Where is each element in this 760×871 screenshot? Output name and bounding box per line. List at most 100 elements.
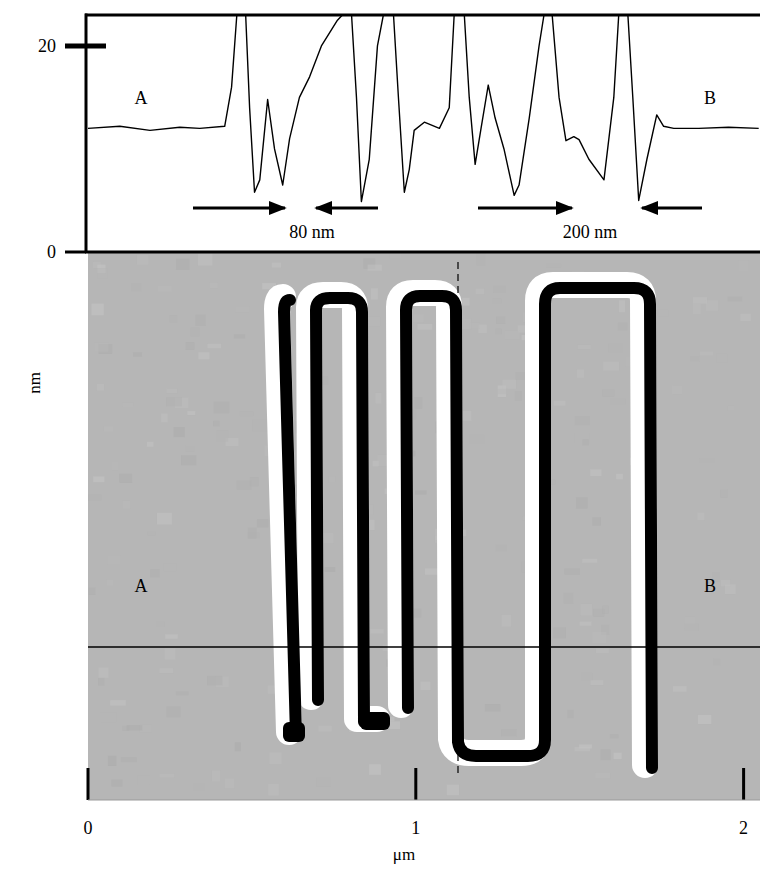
image-texture	[131, 283, 141, 291]
image-texture	[225, 779, 235, 789]
image-texture	[501, 615, 511, 627]
image-texture	[268, 784, 279, 796]
image-texture	[498, 389, 508, 394]
image-texture	[425, 568, 439, 574]
image-texture	[583, 439, 589, 445]
image-texture	[590, 680, 603, 685]
image-texture	[375, 393, 381, 404]
x-tick-label: 0	[84, 818, 93, 838]
plot-ground	[86, 15, 760, 252]
image-texture	[165, 648, 176, 660]
image-texture	[318, 726, 331, 732]
image-texture	[159, 668, 173, 673]
image-texture	[390, 254, 402, 259]
image-texture	[119, 474, 132, 483]
image-texture	[121, 757, 137, 762]
image-texture	[214, 402, 229, 414]
image-texture	[728, 297, 742, 302]
image-texture	[107, 555, 120, 565]
image-texture	[420, 682, 430, 691]
image-texture	[196, 315, 206, 326]
image-texture	[174, 427, 185, 437]
image-texture	[700, 351, 714, 355]
image-texture	[602, 389, 614, 396]
image-texture	[97, 384, 104, 391]
image-texture	[673, 686, 687, 692]
image-texture	[111, 461, 119, 470]
image-texture	[166, 397, 182, 406]
image-texture	[235, 306, 250, 312]
image-texture	[167, 707, 181, 717]
pattern-line	[406, 288, 652, 768]
y-axis	[85, 14, 88, 253]
image-texture	[601, 750, 611, 761]
image-texture	[593, 517, 601, 525]
image-texture	[577, 369, 584, 378]
image-texture	[554, 401, 566, 406]
image-texture	[502, 380, 516, 389]
image-texture	[485, 704, 501, 711]
image-texture	[447, 785, 459, 796]
x-axis	[88, 800, 760, 801]
image-texture	[272, 263, 281, 268]
dimension-arrow	[478, 207, 572, 210]
image-texture	[496, 317, 505, 324]
image-texture	[217, 430, 228, 441]
image-texture	[240, 411, 254, 416]
image-texture	[563, 593, 573, 604]
image-texture	[592, 631, 606, 643]
image-texture	[157, 513, 172, 525]
image-texture	[693, 297, 707, 304]
image-texture	[373, 461, 379, 467]
image-texture	[582, 673, 593, 681]
image-texture	[553, 627, 566, 638]
image-texture	[546, 263, 561, 267]
image-texture	[725, 584, 736, 594]
image-texture	[618, 323, 628, 331]
image-texture	[700, 459, 715, 463]
endpoint-label: A	[135, 576, 148, 596]
image-ground	[88, 252, 760, 800]
profile-frame	[86, 15, 760, 252]
image-texture	[89, 588, 96, 595]
endpoint-label: B	[704, 88, 716, 108]
y-tick-label: 0	[47, 242, 56, 262]
image-texture	[237, 481, 252, 490]
image-texture	[413, 314, 423, 322]
image-texture	[575, 416, 590, 425]
image-texture	[150, 569, 159, 577]
height-profile	[88, 15, 759, 202]
profile-group	[88, 15, 759, 202]
afm-image	[88, 252, 760, 800]
dimension-arrow	[642, 207, 702, 210]
image-texture	[415, 490, 426, 494]
image-texture	[104, 426, 114, 432]
image-texture	[194, 784, 205, 791]
image-texture	[567, 710, 573, 718]
image-texture	[717, 354, 727, 362]
image-texture	[198, 254, 212, 266]
image-texture	[165, 634, 178, 638]
image-texture	[186, 342, 195, 350]
image-texture	[325, 567, 335, 572]
image-texture	[94, 343, 108, 352]
image-texture	[720, 490, 728, 498]
image-texture	[88, 494, 101, 501]
image-texture	[91, 304, 103, 316]
image-texture	[576, 497, 588, 508]
image-texture	[212, 770, 220, 781]
pattern-blob	[360, 712, 390, 730]
image-texture	[616, 474, 623, 480]
x-tick	[414, 768, 417, 800]
image-texture	[738, 260, 749, 271]
y-tick-label: 20	[38, 36, 56, 56]
image-texture	[213, 421, 220, 426]
image-texture	[691, 356, 700, 361]
image-texture	[608, 343, 622, 352]
image-texture	[176, 691, 189, 695]
image-texture	[461, 319, 471, 330]
image-texture	[578, 345, 591, 349]
image-texture	[580, 621, 592, 625]
image-texture	[515, 391, 522, 401]
image-texture	[106, 580, 113, 586]
